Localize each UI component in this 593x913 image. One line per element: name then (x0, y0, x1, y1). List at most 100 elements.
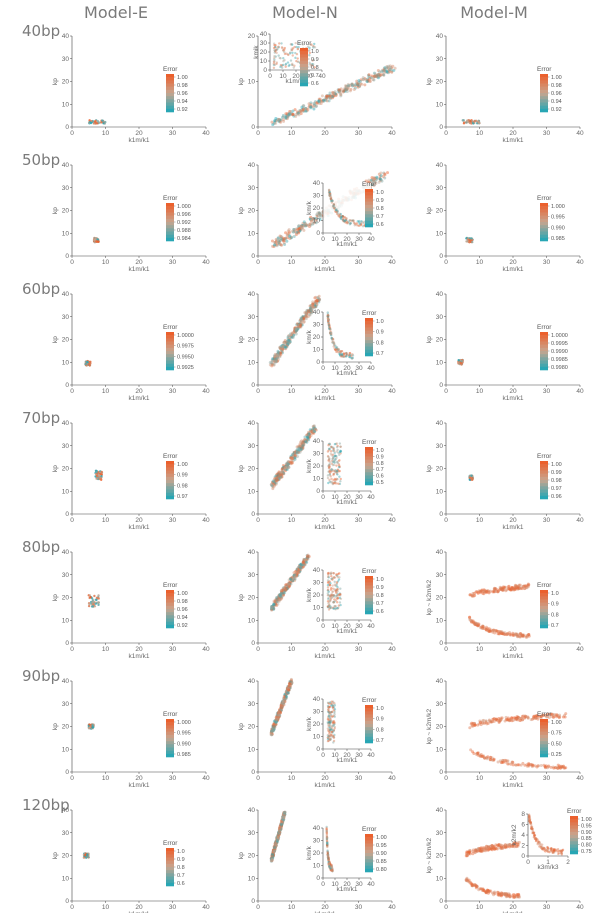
data-point (388, 68, 392, 72)
inset-data-point (338, 351, 341, 355)
x-tick-label: 20 (135, 388, 143, 395)
colorbar-segment (540, 206, 548, 210)
inset-data-point (333, 206, 336, 210)
inset-data-point (339, 587, 342, 590)
column-header-model-n: Model-N (272, 3, 338, 22)
data-point (465, 119, 469, 122)
data-point (484, 721, 488, 725)
inset-data-point (279, 63, 283, 67)
scatter-panels: 0 10 20 30 40010203040k1m/k1kpError1.000.980… (52, 31, 592, 913)
colorbar-segment (540, 725, 548, 729)
colorbar-segment (540, 108, 548, 113)
x-tick-label: 20 (321, 259, 329, 266)
data-point (506, 762, 510, 766)
x-tick-label: 0 (444, 388, 448, 395)
data-point (274, 121, 278, 125)
data-point (317, 98, 321, 102)
colorbar-segment (540, 731, 548, 736)
inset-data-point (330, 462, 334, 465)
colorbar-segment (540, 744, 548, 748)
data-point (337, 88, 341, 92)
colorbar-segment (166, 731, 174, 736)
colorbar-segment (166, 234, 174, 239)
colorbar-tick-label: 0.7 (177, 873, 185, 879)
x-tick-label: 40 (202, 130, 210, 137)
inset-x-axis-label: k1m/k1 (337, 757, 358, 764)
data-point (277, 118, 281, 122)
data-point (272, 243, 276, 247)
data-point (92, 122, 96, 125)
x-tick-label: 30 (169, 646, 177, 653)
y-tick-label: 0 (65, 124, 69, 131)
data-point (287, 688, 291, 692)
data-point (306, 433, 310, 437)
data-point (385, 70, 389, 74)
inset-data-point (272, 46, 276, 50)
inset-data-point (293, 45, 296, 49)
colorbar-segment (166, 231, 174, 235)
data-point (97, 473, 100, 477)
inset-data-point (273, 60, 276, 63)
data-point (309, 105, 313, 109)
data-point (350, 82, 354, 86)
colorbar-title: Error (537, 582, 552, 589)
data-point (306, 107, 310, 111)
data-point (379, 171, 383, 175)
inset-data-point (295, 45, 298, 49)
data-point (276, 349, 280, 353)
inset-data-point (327, 710, 331, 713)
data-point (383, 69, 387, 73)
data-point (294, 327, 298, 331)
inset-data-point (329, 452, 333, 455)
inset-data-point (273, 51, 276, 54)
data-point (318, 213, 322, 217)
colorbar-tick-label: 0.9 (376, 198, 384, 204)
data-point (297, 224, 301, 228)
colorbar-segment (540, 231, 548, 235)
inset-data-point (327, 571, 330, 575)
y-tick-label: 20 (62, 595, 70, 602)
inset-x-tick-label: 40 (367, 623, 375, 630)
data-point (342, 89, 346, 93)
colorbar-tick-label: 0.996 (177, 212, 191, 218)
colorbar-segment (166, 873, 174, 877)
colorbar-segment (166, 860, 174, 865)
data-point (363, 83, 367, 87)
inset-data-point (308, 51, 312, 55)
data-point (298, 319, 302, 323)
data-point (377, 74, 381, 78)
data-point (281, 115, 285, 119)
data-point (345, 86, 349, 90)
data-point (389, 65, 393, 69)
data-point (322, 98, 326, 102)
colorbar-segment (166, 602, 174, 607)
colorbar-tick-label: 1.000 (177, 204, 191, 210)
inset-data-point (333, 450, 336, 453)
panel-model-e-120bp: 010203040010203040k1m/k1kpError1.00.90.8… (52, 807, 210, 913)
data-point (337, 88, 341, 92)
data-point (295, 110, 299, 114)
colorbar-segment (365, 610, 373, 615)
data-point (371, 178, 375, 182)
data-point (376, 75, 380, 79)
colorbar-segment (166, 99, 174, 103)
colorbar-segment (365, 447, 373, 451)
colorbar-segment (166, 747, 174, 751)
data-point (292, 235, 296, 239)
inset-data-point (333, 481, 337, 484)
data-point (290, 461, 294, 465)
data-point (278, 118, 282, 122)
x-tick-label: 30 (355, 388, 363, 395)
data-point (457, 359, 460, 362)
colorbar-tick-label: 0.990 (551, 225, 565, 231)
data-point (392, 68, 396, 72)
colorbar-segment (540, 344, 548, 349)
colorbar-segment (365, 456, 373, 460)
data-point (308, 104, 312, 108)
data-point (311, 105, 315, 109)
colorbar-segment (540, 341, 548, 345)
data-point (367, 76, 371, 80)
colorbar-tick-label: 0.8 (376, 461, 384, 467)
inset-data-point (329, 327, 332, 331)
